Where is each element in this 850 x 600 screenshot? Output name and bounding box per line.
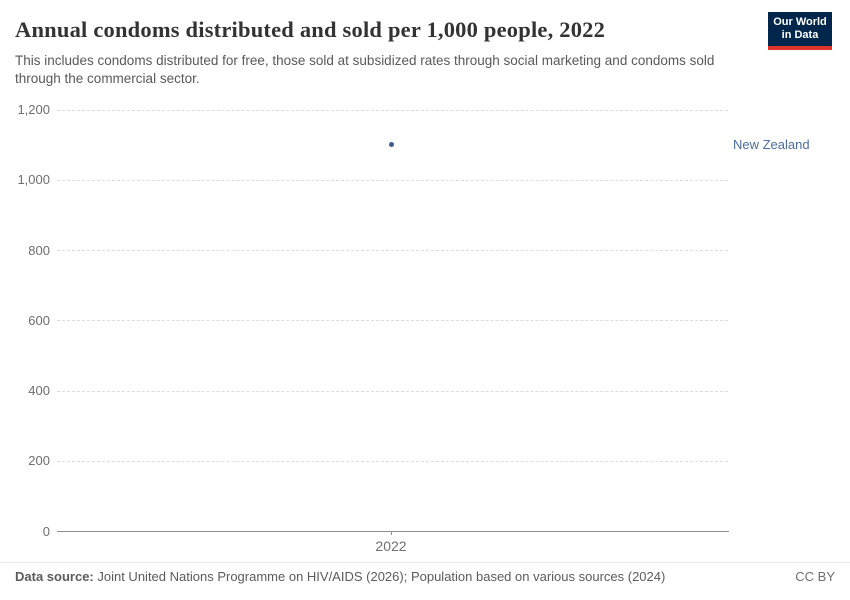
gridline-1,200: [57, 109, 728, 111]
gridline-1,000: [57, 179, 728, 181]
y-axis-label-800: 800: [28, 242, 50, 258]
y-axis-label-600: 600: [28, 312, 50, 328]
x-axis-label: 2022: [375, 538, 407, 554]
data-source-line[interactable]: Data source: Joint United Nations Progra…: [15, 569, 665, 584]
data-point-new-zealand[interactable]: [388, 142, 394, 148]
y-axis-label-0: 0: [42, 523, 50, 539]
gridline-800: [57, 250, 728, 251]
gridline-600: [57, 320, 728, 322]
footer-divider: [0, 562, 850, 563]
page-title: Annual condoms distributed and sold per …: [15, 17, 606, 42]
license-link[interactable]: CC BY: [795, 569, 835, 584]
entity-label-new-zealand[interactable]: New Zealand: [733, 136, 810, 152]
data-source-label: Data source:: [15, 569, 94, 584]
owid-logo-line2: in Data: [781, 29, 819, 41]
x-axis-line: [57, 531, 729, 532]
data-source-text: Joint United Nations Programme on HIV/AI…: [93, 569, 666, 584]
gridline-400: [57, 390, 728, 392]
x-axis-tick: [391, 531, 392, 535]
y-axis-label-1,000: 1,000: [17, 172, 50, 188]
y-axis-label-1,200: 1,200: [17, 102, 50, 117]
gridline-200: [57, 460, 728, 462]
footer: Data source: Joint United Nations Progra…: [15, 569, 835, 584]
owid-logo-line1: Our World: [773, 16, 827, 28]
chart-subtitle: This includes condoms distributed for fr…: [15, 53, 715, 86]
y-axis-label-200: 200: [28, 453, 50, 469]
y-axis-label-400: 400: [28, 383, 50, 398]
owid-logo[interactable]: Our World in Data: [768, 12, 832, 50]
